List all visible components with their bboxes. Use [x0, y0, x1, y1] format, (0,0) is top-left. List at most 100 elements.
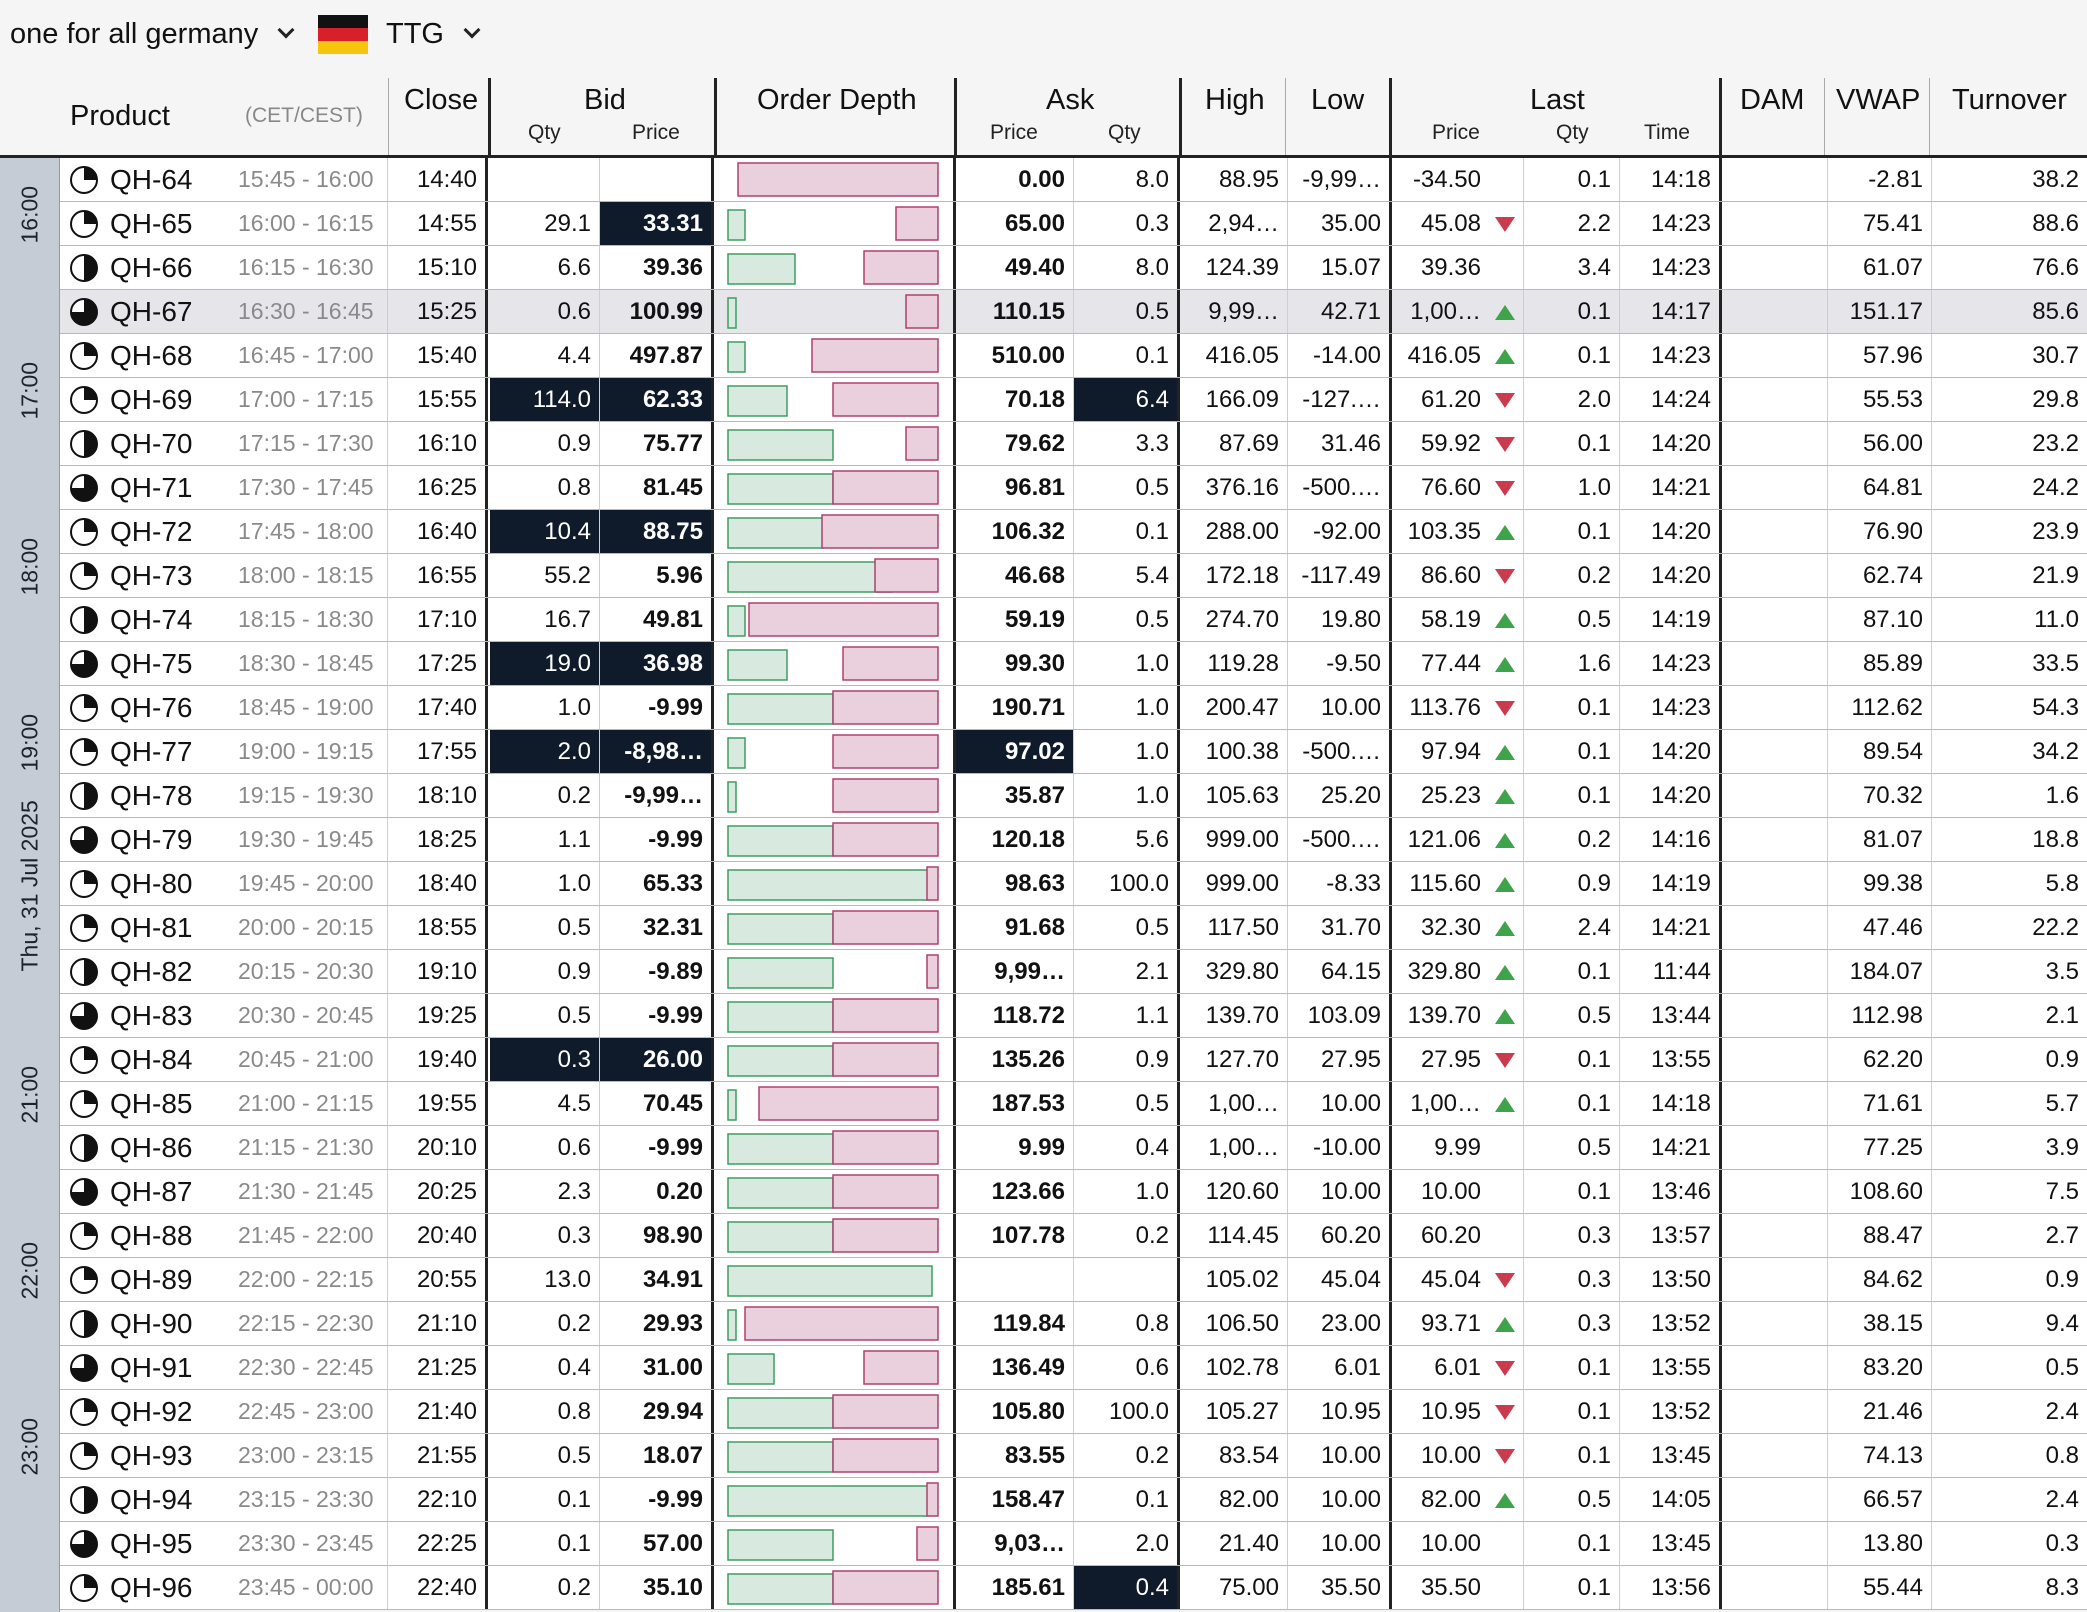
turnover-cell[interactable]: 33.5 — [2032, 650, 2079, 677]
bid-price-cell[interactable]: -9,99… — [600, 774, 714, 817]
bid-price-cell[interactable]: -9.99 — [600, 1126, 714, 1169]
bid-price-cell[interactable]: 32.31 — [600, 906, 714, 949]
order-depth-cell[interactable] — [716, 510, 956, 553]
bid-price-cell[interactable]: 98.90 — [600, 1214, 714, 1257]
vwap-cell[interactable]: 99.38 — [1828, 862, 1932, 905]
close-cell[interactable]: 16:10 — [388, 422, 488, 465]
bid-price-cell[interactable]: 70.45 — [600, 1082, 714, 1125]
product-cell[interactable]: QH-65 16:00 - 16:15 — [60, 202, 388, 245]
vwap-cell[interactable]: -2.81 — [1828, 158, 1932, 201]
order-depth-cell[interactable] — [716, 466, 956, 509]
dam-cell[interactable] — [1724, 862, 1828, 905]
ask-price-cell[interactable]: 510.00 — [956, 334, 1074, 377]
turnover-cell[interactable]: 2.7 — [2045, 1222, 2079, 1249]
last-time-cell[interactable]: 13:50 — [1620, 1258, 1722, 1301]
last-price-cell[interactable]: 6.01 — [1394, 1346, 1524, 1389]
ask-qty-cell[interactable]: 1.0 — [1074, 730, 1180, 773]
bid-price-header[interactable]: Price — [632, 121, 680, 144]
last-qty-cell[interactable]: 0.9 — [1524, 862, 1620, 905]
high-cell[interactable]: 2,94… — [1182, 202, 1288, 245]
table-row[interactable]: QH-70 17:15 - 17:30 16:10 0.9 75.77 79.62 3.3 8… — [60, 422, 2087, 466]
bid-qty-cell[interactable]: 0.9 — [490, 950, 600, 993]
dam-cell[interactable] — [1724, 1082, 1828, 1125]
close-cell[interactable]: 21:10 — [388, 1302, 488, 1345]
bid-price-cell[interactable]: 29.94 — [600, 1390, 714, 1433]
order-depth-cell[interactable] — [716, 1258, 956, 1301]
ask-price-cell[interactable]: 190.71 — [956, 686, 1074, 729]
vwap-cell[interactable]: 62.74 — [1828, 554, 1932, 597]
product-cell[interactable]: QH-94 23:15 - 23:30 — [60, 1478, 388, 1521]
bid-qty-cell[interactable] — [490, 158, 600, 201]
bid-price-cell[interactable]: 0.20 — [600, 1170, 714, 1213]
ask-qty-cell[interactable]: 3.3 — [1074, 422, 1180, 465]
last-time-cell[interactable]: 14:21 — [1620, 466, 1722, 509]
table-row[interactable]: QH-86 21:15 - 21:30 20:10 0.6 -9.99 9.99 0.4 1,… — [60, 1126, 2087, 1170]
turnover-header[interactable]: Turnover — [1952, 84, 2067, 116]
ask-qty-cell[interactable]: 0.5 — [1074, 598, 1180, 641]
close-cell[interactable]: 21:40 — [388, 1390, 488, 1433]
table-row[interactable]: QH-76 18:45 - 19:00 17:40 1.0 -9.99 190.71 1.0… — [60, 686, 2087, 730]
vwap-cell[interactable]: 38.15 — [1828, 1302, 1932, 1345]
bid-price-cell[interactable]: 33.31 — [600, 202, 714, 245]
last-price-cell[interactable]: 39.36 — [1394, 246, 1524, 289]
low-cell[interactable]: 10.95 — [1288, 1390, 1392, 1433]
bid-qty-cell[interactable]: 0.5 — [490, 1434, 600, 1477]
bid-price-cell[interactable]: 88.75 — [600, 510, 714, 553]
vwap-cell[interactable]: 87.10 — [1828, 598, 1932, 641]
bid-price-cell[interactable]: 57.00 — [600, 1522, 714, 1565]
last-qty-cell[interactable]: 0.3 — [1524, 1214, 1620, 1257]
close-cell[interactable]: 19:40 — [388, 1038, 488, 1081]
product-header[interactable]: Product — [70, 100, 170, 132]
close-cell[interactable]: 15:10 — [388, 246, 488, 289]
bid-qty-cell[interactable]: 114.0 — [490, 378, 600, 421]
close-cell[interactable]: 14:40 — [388, 158, 488, 201]
vwap-cell[interactable]: 108.60 — [1828, 1170, 1932, 1213]
turnover-cell[interactable]: 23.2 — [2032, 430, 2079, 457]
last-qty-cell[interactable]: 0.1 — [1524, 1522, 1620, 1565]
vwap-cell[interactable]: 151.17 — [1828, 290, 1932, 333]
ask-qty-cell[interactable]: 2.0 — [1074, 1522, 1180, 1565]
dam-cell[interactable] — [1724, 642, 1828, 685]
low-cell[interactable]: 10.00 — [1288, 686, 1392, 729]
low-cell[interactable]: -9.50 — [1288, 642, 1392, 685]
ask-price-cell[interactable]: 187.53 — [956, 1082, 1074, 1125]
ask-price-cell[interactable]: 70.18 — [956, 378, 1074, 421]
dam-cell[interactable] — [1724, 246, 1828, 289]
bid-qty-cell[interactable]: 0.9 — [490, 422, 600, 465]
close-cell[interactable]: 18:25 — [388, 818, 488, 861]
close-cell[interactable]: 17:10 — [388, 598, 488, 641]
product-cell[interactable]: QH-89 22:00 - 22:15 — [60, 1258, 388, 1301]
last-time-cell[interactable]: 14:23 — [1620, 246, 1722, 289]
ask-price-cell[interactable]: 91.68 — [956, 906, 1074, 949]
ask-qty-cell[interactable]: 0.4 — [1074, 1566, 1180, 1609]
high-cell[interactable]: 127.70 — [1182, 1038, 1288, 1081]
bid-qty-cell[interactable]: 0.6 — [490, 290, 600, 333]
turnover-cell[interactable]: 0.9 — [2045, 1266, 2079, 1293]
dam-cell[interactable] — [1724, 686, 1828, 729]
bid-qty-cell[interactable]: 6.6 — [490, 246, 600, 289]
vwap-cell[interactable]: 66.57 — [1828, 1478, 1932, 1521]
table-row[interactable]: QH-72 17:45 - 18:00 16:40 10.4 88.75 106.32 0.… — [60, 510, 2087, 554]
low-cell[interactable]: 10.00 — [1288, 1434, 1392, 1477]
low-cell[interactable]: 10.00 — [1288, 1170, 1392, 1213]
turnover-cell[interactable]: 11.0 — [2034, 606, 2079, 633]
last-qty-cell[interactable]: 0.1 — [1524, 774, 1620, 817]
product-cell[interactable]: QH-81 20:00 - 20:15 — [60, 906, 388, 949]
last-price-cell[interactable]: 139.70 — [1394, 994, 1524, 1037]
order-depth-cell[interactable] — [716, 1478, 956, 1521]
high-cell[interactable]: 82.00 — [1182, 1478, 1288, 1521]
low-cell[interactable]: -9,99… — [1288, 158, 1392, 201]
bid-qty-cell[interactable]: 55.2 — [490, 554, 600, 597]
product-cell[interactable]: QH-86 21:15 - 21:30 — [60, 1126, 388, 1169]
last-price-cell[interactable]: 25.23 — [1394, 774, 1524, 817]
turnover-cell[interactable]: 38.2 — [2032, 166, 2079, 193]
last-qty-cell[interactable]: 0.1 — [1524, 1434, 1620, 1477]
dam-cell[interactable] — [1724, 598, 1828, 641]
product-cell[interactable]: QH-91 22:30 - 22:45 — [60, 1346, 388, 1389]
ask-qty-cell[interactable] — [1074, 1258, 1180, 1301]
last-time-cell[interactable]: 14:17 — [1620, 290, 1722, 333]
low-cell[interactable]: -500.… — [1288, 730, 1392, 773]
product-cell[interactable]: QH-77 19:00 - 19:15 — [60, 730, 388, 773]
last-time-cell[interactable]: 11:44 — [1620, 950, 1722, 993]
close-cell[interactable]: 22:25 — [388, 1522, 488, 1565]
